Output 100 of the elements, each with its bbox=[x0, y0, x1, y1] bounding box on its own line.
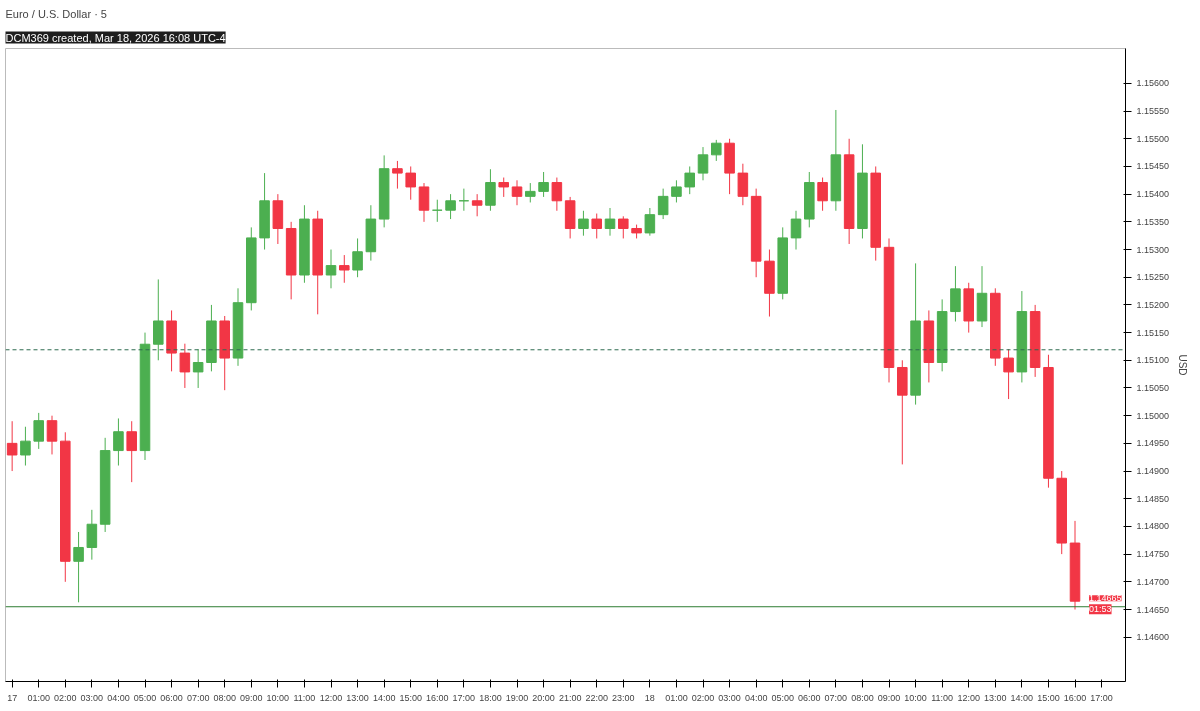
candlestick bbox=[86, 509, 98, 561]
candlestick bbox=[684, 165, 696, 195]
y-tick-label: 1.14900 bbox=[1136, 466, 1170, 477]
x-tick-label: 03:00 bbox=[718, 692, 741, 703]
x-tick-label: 21:00 bbox=[558, 692, 582, 703]
x-tick-label: 05:00 bbox=[771, 692, 794, 703]
x-tick-label: 19:00 bbox=[505, 692, 529, 703]
candlestick bbox=[179, 343, 191, 389]
x-tick-label: 10:00 bbox=[904, 692, 927, 703]
y-tick-label: 1.14650 bbox=[1136, 604, 1170, 615]
x-tick-label: 13:00 bbox=[984, 692, 1007, 703]
x-tick-label: 09:00 bbox=[240, 692, 263, 703]
candlestick bbox=[20, 426, 31, 467]
x-tick-label: 06:00 bbox=[160, 692, 183, 703]
x-tick-label: 01:00 bbox=[665, 692, 688, 703]
x-tick-label: 23:00 bbox=[612, 692, 635, 703]
candlestick bbox=[458, 188, 470, 212]
x-tick-label: 11:00 bbox=[931, 692, 954, 703]
candlestick bbox=[618, 215, 629, 239]
candlestick bbox=[339, 254, 350, 284]
x-tick-label: 11:00 bbox=[293, 692, 316, 703]
candlestick bbox=[604, 207, 616, 237]
x-tick-label: 04:00 bbox=[744, 692, 768, 703]
y-tick-label: 1.14850 bbox=[1136, 493, 1170, 504]
candlestick bbox=[325, 249, 337, 289]
candlestick bbox=[485, 168, 496, 212]
x-tick-label: 20:00 bbox=[532, 692, 555, 703]
candlestick bbox=[6, 420, 18, 472]
candlestick bbox=[950, 265, 961, 323]
candlestick bbox=[352, 237, 363, 278]
candlestick bbox=[471, 193, 483, 217]
candlestick bbox=[657, 188, 669, 220]
candlestick bbox=[46, 415, 58, 455]
x-tick-label: 07:00 bbox=[186, 692, 210, 703]
x-tick-label: 03:00 bbox=[80, 692, 104, 703]
x-tick-label: 09:00 bbox=[877, 692, 901, 703]
candlestick bbox=[817, 177, 828, 212]
candlestick bbox=[551, 177, 563, 212]
candlestick bbox=[73, 531, 84, 603]
annotation: 01:53 bbox=[1089, 604, 1112, 615]
x-tick-label: 01:00 bbox=[27, 692, 50, 703]
candlestick bbox=[498, 177, 509, 198]
x-tick-label: 15:00 bbox=[399, 692, 422, 703]
candlestick bbox=[671, 179, 682, 203]
x-tick-label: 12:00 bbox=[957, 692, 980, 703]
x-tick-label: 06:00 bbox=[798, 692, 821, 703]
chart-title: Euro / U.S. Dollar · 5 bbox=[5, 7, 107, 20]
x-tick-label: 15:00 bbox=[1037, 692, 1060, 703]
x-tick-label: 10:00 bbox=[266, 692, 290, 703]
candlestick bbox=[711, 139, 722, 162]
x-tick-label: 04:00 bbox=[107, 692, 130, 703]
x-tick-label: 02:00 bbox=[54, 692, 77, 703]
candlestick bbox=[538, 171, 549, 198]
x-tick-label: 14:00 bbox=[372, 692, 396, 703]
y-tick-label: 1.15400 bbox=[1136, 189, 1170, 200]
y-tick-label: 1.14750 bbox=[1136, 549, 1170, 560]
y-tick-label: 1.14950 bbox=[1136, 438, 1170, 449]
x-tick-label: 18 bbox=[644, 692, 655, 703]
y-tick-label: 1.15350 bbox=[1136, 216, 1170, 227]
x-tick-label: 17:00 bbox=[452, 692, 476, 703]
y-tick-label: 1.15300 bbox=[1136, 244, 1170, 255]
candlestick bbox=[790, 210, 802, 251]
candlestick bbox=[418, 182, 430, 223]
y-tick-label: 1.15000 bbox=[1136, 410, 1170, 421]
candlestick bbox=[445, 193, 456, 220]
x-tick-label: 16:00 bbox=[426, 692, 449, 703]
y-tick-label: 1.15100 bbox=[1136, 355, 1170, 366]
candlestick bbox=[578, 210, 589, 237]
y-tick-label: 1.15500 bbox=[1136, 133, 1170, 144]
candlestick bbox=[405, 165, 416, 201]
x-tick-label: 16:00 bbox=[1063, 692, 1087, 703]
y-tick-label: 1.14600 bbox=[1136, 632, 1170, 643]
y-tick-label: 1.15250 bbox=[1136, 272, 1170, 283]
x-tick-label: 14:00 bbox=[1010, 692, 1034, 703]
candlestick bbox=[392, 160, 403, 190]
candlestick bbox=[644, 207, 656, 237]
y-tick-label: 1.15150 bbox=[1136, 327, 1170, 338]
x-tick-label: 18:00 bbox=[479, 692, 502, 703]
y-tick-label: 1.14800 bbox=[1136, 521, 1170, 532]
y-tick-label: 1.14700 bbox=[1136, 576, 1170, 587]
annotation: 1.14665 bbox=[1089, 593, 1122, 604]
candlestick bbox=[525, 182, 536, 203]
candlestick bbox=[432, 199, 443, 223]
candlestick bbox=[591, 213, 602, 239]
candlestick bbox=[33, 412, 44, 450]
x-tick-label: 08:00 bbox=[851, 692, 874, 703]
x-tick-label: 05:00 bbox=[133, 692, 157, 703]
x-tick-label: 13:00 bbox=[346, 692, 369, 703]
x-tick-label: 17 bbox=[7, 692, 18, 703]
candlestick bbox=[737, 163, 749, 206]
candlestick bbox=[697, 146, 709, 181]
candlestick bbox=[153, 278, 164, 361]
y-tick-label: 1.15050 bbox=[1136, 382, 1170, 393]
candlestick bbox=[1003, 348, 1014, 400]
x-tick-label: 02:00 bbox=[691, 692, 715, 703]
y-tick-label: 1.15550 bbox=[1136, 106, 1170, 117]
candlestick bbox=[511, 179, 523, 206]
x-tick-label: 17:00 bbox=[1090, 692, 1113, 703]
x-tick-label: 22:00 bbox=[585, 692, 608, 703]
candlestick bbox=[126, 420, 137, 483]
